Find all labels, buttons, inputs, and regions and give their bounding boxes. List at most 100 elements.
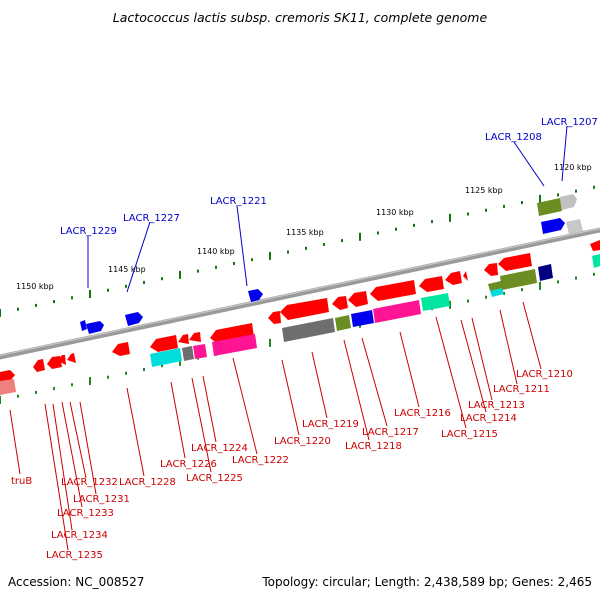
tick-label-1125: 1125 kbp [465,186,503,195]
tick-label-1120: 1120 kbp [554,163,592,172]
tick-labels: 1120 kbp 1125 kbp 1130 kbp 1135 kbp 1140… [16,163,592,291]
label-trub: truB [11,476,32,487]
gene-reverse-29 [182,346,194,361]
gene-reverse-17 [421,293,450,311]
inner-tick-6 [107,375,109,379]
reverse-leaders [9,301,542,551]
outer-tick-30 [539,194,541,203]
label-lacr-1228: LACR_1228 [119,477,176,488]
gene-reverse-3 [332,296,348,310]
inner-tick-8 [143,368,145,371]
label-lacr-1207: LACR_1207 [541,117,598,128]
reverse-genes [0,240,600,395]
inner-tick-1 [17,394,19,398]
gene-reverse-23 [189,332,201,342]
inner-tick-0 [0,396,1,404]
leader-lacr-1235 [44,403,69,551]
tick-label-1135: 1135 kbp [286,228,324,237]
gene-reverse-14 [335,315,351,331]
gene-reverse-15 [351,310,374,327]
inner-tick-30 [539,281,541,290]
gene-reverse-1 [268,311,281,324]
outer-tick-9 [161,277,163,281]
gene-reverse-12 [590,240,600,251]
gene-forward-2 [86,321,104,334]
leader-lacr-1217 [361,337,388,427]
inner-tick-29 [521,288,523,292]
gene-reverse-9 [484,263,498,276]
leader-lacr-1214 [460,319,487,413]
inner-tick-9 [161,364,163,368]
map-title: Lactococcus lactis subsp. cremoris SK11,… [113,10,488,25]
label-lacr-1218: LACR_1218 [345,441,402,452]
leader-trub [9,409,21,475]
gene-reverse-25 [150,335,178,352]
label-lacr-1208: LACR_1208 [485,132,542,143]
inner-tick-26 [467,299,469,303]
outer-tick-33 [593,185,595,189]
outer-tick-12 [215,265,217,269]
gene-reverse-5 [370,280,416,301]
leader-lacr-1215 [435,316,467,429]
outer-tick-5 [89,290,91,298]
outer-tick-27 [485,208,487,212]
leader-lacr-1216 [399,331,420,408]
label-lacr-1226: LACR_1226 [160,459,217,470]
gene-forward-7 [560,194,577,210]
label-lacr-1233: LACR_1233 [57,508,114,519]
leader-lacr-1208 [513,141,545,187]
gene-forward-5 [541,218,565,234]
outer-tick-28 [503,204,505,208]
gene-forward-6 [537,198,562,216]
label-lacr-1232: LACR_1232 [61,477,118,488]
leader-lacr-1222 [232,357,258,455]
inner-tick-2 [35,390,37,394]
leader-lacr-1234 [52,403,73,531]
inner-tick-28 [503,291,505,295]
outer-tick-0 [0,309,1,317]
genome-summary-text: Topology: circular; Length: 2,438,589 bp… [261,575,592,589]
tick-label-1150: 1150 kbp [16,282,54,291]
label-lacr-1217: LACR_1217 [362,427,419,438]
label-lacr-1210: LACR_1210 [516,369,573,380]
leader-lacr-1231 [79,401,97,495]
outer-tick-1 [17,307,19,311]
inner-tick-15 [269,338,271,347]
label-lacr-1222: LACR_1222 [232,455,289,466]
gene-reverse-10 [498,253,532,271]
gene-reverse-7 [445,271,462,285]
leader-lacr-1213 [471,317,493,401]
outer-tick-22 [395,227,397,231]
label-lacr-1227: LACR_1227 [123,213,180,224]
inner-tick-7 [125,371,127,375]
outer-tick-13 [233,262,235,265]
inner-tick-10 [179,357,181,366]
gene-reverse-35 [0,370,15,383]
reverse-labels: LACR_1210 LACR_1211 LACR_1213 LACR_1214 … [11,369,573,561]
gene-reverse-21 [592,254,600,268]
outer-tick-26 [467,212,469,216]
inner-tick-3 [53,387,55,391]
outer-tick-21 [377,231,379,235]
label-lacr-1211: LACR_1211 [493,384,550,395]
outer-tick-8 [143,281,145,284]
gene-reverse-30 [150,348,182,367]
inner-tick-32 [575,276,577,280]
label-lacr-1215: LACR_1215 [441,429,498,440]
outer-tick-16 [287,250,289,254]
accession-text: Accession: NC_008527 [8,575,144,589]
gene-reverse-2 [280,298,329,320]
inner-tick-27 [485,295,487,299]
label-lacr-1225: LACR_1225 [186,473,243,484]
gene-reverse-8 [463,271,468,281]
gene-forward-8 [566,219,583,234]
leader-lacr-1232 [69,401,87,479]
label-lacr-1224: LACR_1224 [191,443,248,454]
gene-forward-1 [80,320,87,331]
label-lacr-1220: LACR_1220 [274,436,331,447]
outer-tick-6 [107,288,109,292]
leader-lacr-1233 [61,401,83,508]
outer-tick-2 [35,303,37,307]
tick-label-1130: 1130 kbp [376,208,414,217]
leader-lacr-1227 [126,221,151,293]
